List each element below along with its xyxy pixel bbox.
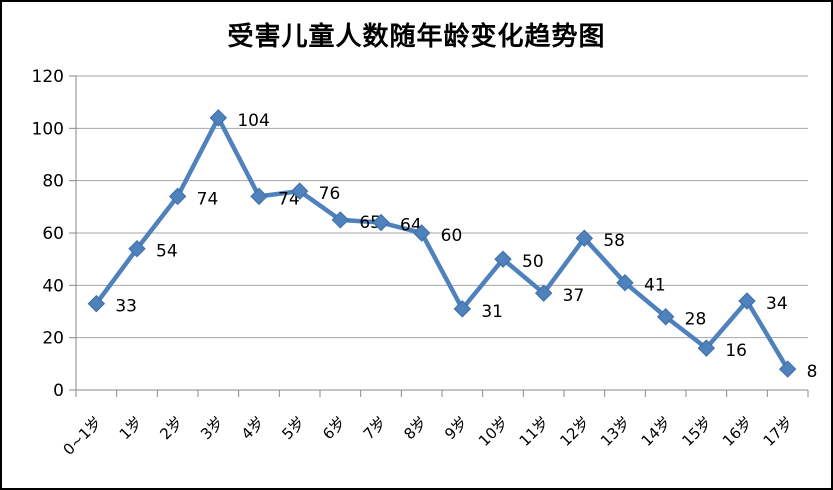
y-axis-tick-label: 100 <box>32 119 64 139</box>
trend-line <box>94 115 790 372</box>
x-axis-category-label: 6岁 <box>319 413 349 443</box>
x-axis-category-label: 7岁 <box>360 413 390 443</box>
x-axis-category-label: 10岁 <box>475 413 512 450</box>
x-axis-category-label: 5岁 <box>278 413 308 443</box>
data-point-label: 31 <box>481 302 503 322</box>
y-axis-tick-label: 40 <box>42 276 64 296</box>
data-point-marker <box>616 274 634 292</box>
x-axis-category-label: 2岁 <box>156 413 186 443</box>
chart-title: 受害儿童人数随年龄变化趋势图 <box>227 22 606 52</box>
x-axis-category-label: 17岁 <box>760 413 797 450</box>
data-point-marker <box>453 300 472 318</box>
y-axis-tick-label: 120 <box>32 67 64 87</box>
x-axis-category-label: 4岁 <box>238 413 268 443</box>
data-point-label: 41 <box>644 276 666 296</box>
data-point-marker <box>128 239 146 258</box>
y-axis-tick-label: 80 <box>42 172 64 192</box>
data-point-label: 50 <box>522 252 544 272</box>
data-point-marker <box>778 360 797 378</box>
data-point-marker <box>697 339 716 357</box>
data-point-label: 33 <box>115 297 137 317</box>
x-axis-category-label: 13岁 <box>597 413 634 450</box>
data-point-marker <box>738 292 756 310</box>
data-point-marker <box>575 229 594 247</box>
x-axis-category-label: 0~1岁 <box>59 413 105 459</box>
x-axis-category-label: 3岁 <box>197 413 227 443</box>
y-axis-tick-label: 0 <box>53 381 64 401</box>
data-point-marker <box>656 308 675 326</box>
x-axis-category-label: 9岁 <box>441 413 471 443</box>
data-point-marker <box>372 213 390 232</box>
data-point-label: 74 <box>197 189 219 209</box>
data-point-label: 60 <box>441 226 463 246</box>
x-axis-category-label: 12岁 <box>556 413 593 450</box>
data-point-marker <box>290 182 309 200</box>
data-point-label: 104 <box>237 111 269 131</box>
data-point-marker <box>209 109 228 127</box>
x-axis-category-label: 11岁 <box>516 413 553 450</box>
x-axis-category-label: 14岁 <box>638 413 675 450</box>
x-axis-category-label: 16岁 <box>719 413 756 450</box>
data-point-marker <box>534 284 553 302</box>
data-point-label: 34 <box>766 294 788 314</box>
data-point-marker <box>168 187 187 206</box>
data-point-marker <box>494 250 512 268</box>
data-point-label: 54 <box>156 242 178 262</box>
data-point-label: 58 <box>603 231 625 251</box>
x-axis-category-label: 1岁 <box>116 413 146 443</box>
data-point-label: 8 <box>807 362 818 382</box>
data-point-marker <box>250 187 268 206</box>
data-point-marker <box>331 211 350 229</box>
data-point-label: 76 <box>319 184 341 204</box>
y-axis-tick-label: 20 <box>42 329 64 349</box>
x-axis-category-label: 8岁 <box>400 413 430 443</box>
data-point-label: 65 <box>359 213 381 233</box>
data-point-marker <box>87 294 106 313</box>
data-point-label: 37 <box>563 286 585 306</box>
data-point-label: 28 <box>685 310 707 330</box>
x-axis-category-label: 15岁 <box>678 413 715 450</box>
y-axis-tick-label: 60 <box>42 224 64 244</box>
data-point-marker <box>412 224 431 242</box>
data-point-label: 16 <box>725 341 747 361</box>
